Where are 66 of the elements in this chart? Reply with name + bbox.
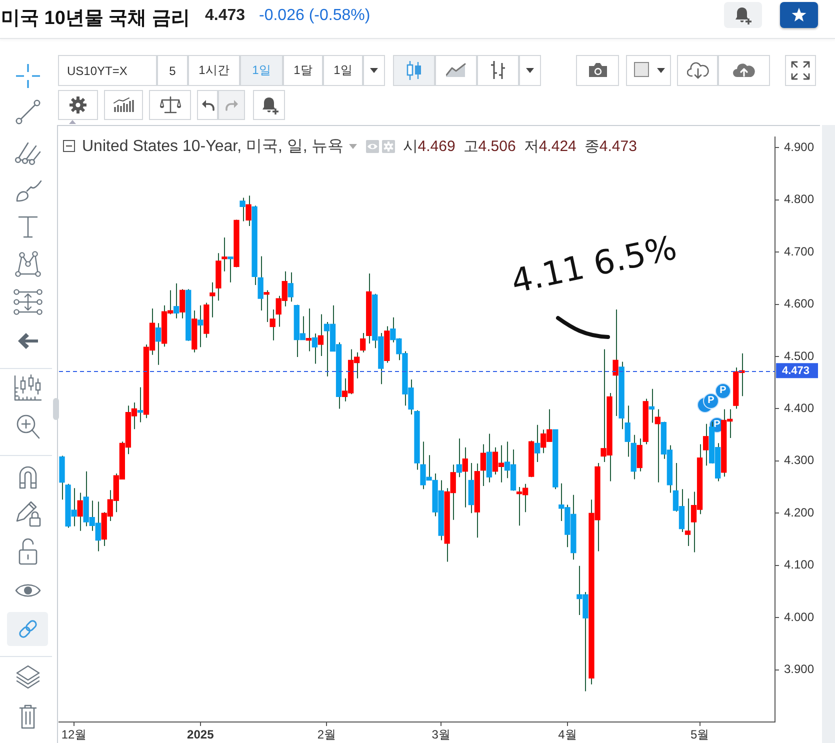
text: -0.026 (-0.58%) (259, 7, 370, 25)
ref-line-label: 4.473 (782, 365, 810, 378)
candlestick (180, 288, 186, 319)
y-tick-label: 4.600 (784, 296, 814, 311)
candlestick (702, 423, 709, 466)
toolbar-button: 1시간 (188, 55, 240, 86)
y-tick-label: 4.400 (784, 401, 814, 416)
toolbar-button: 1일 (323, 55, 363, 86)
x-tick-label: 2025 (187, 728, 214, 742)
annotation: 시4.469 (402, 136, 456, 156)
x-tick-label: 2월 (317, 728, 336, 742)
candlestick (174, 282, 180, 319)
annotation: 고4.506 (463, 136, 516, 156)
annotation: P (720, 385, 726, 396)
candlestick (360, 332, 366, 353)
text: 4.473 (205, 7, 246, 25)
annotation: 종4.473 (584, 136, 637, 156)
x-tick-label: 12월 (61, 728, 87, 742)
y-tick-label: 4.500 (784, 348, 814, 363)
annotation: 4.11 6.5% (508, 228, 680, 302)
candlestick (77, 492, 83, 532)
candlestick (312, 333, 318, 364)
candlestick (240, 197, 246, 222)
candlestick (318, 314, 324, 356)
toolbar-button: 1달 (283, 55, 323, 86)
y-tick-label: 4.000 (784, 610, 814, 624)
candlestick (155, 322, 162, 366)
toolbar-button: 1일 (240, 55, 283, 86)
pin-badge: P (703, 393, 719, 409)
x-tick-label: 5월 (690, 728, 710, 742)
annotation: 저4.424 (524, 136, 576, 156)
pin-badge: P (715, 383, 731, 399)
y-tick-label: 4.800 (784, 192, 814, 206)
symbol-field: US10YT=X (58, 55, 157, 86)
candlestick (288, 272, 294, 302)
candlestick (222, 236, 228, 272)
candlestick (684, 498, 691, 547)
annotation: P (708, 395, 714, 406)
y-tick-label: 3.900 (784, 662, 814, 676)
annotation: P (714, 419, 720, 430)
candlestick (198, 304, 204, 348)
candlestick (264, 290, 270, 323)
candlestick (612, 309, 618, 417)
x-tick-label: 3월 (432, 728, 450, 742)
y-tick-label: 4.100 (784, 558, 814, 572)
chart-title: 미국 10년물 국채 금리 (1, 7, 190, 31)
candlestick (456, 438, 462, 478)
toolbar-button: 5 (157, 55, 188, 86)
candlestick (228, 256, 234, 283)
candlestick (636, 438, 642, 472)
candlestick (480, 444, 486, 486)
y-tick-label: 4.700 (784, 244, 814, 258)
y-tick-label: 4.300 (784, 453, 814, 468)
candlestick (246, 195, 252, 226)
candlestick (654, 408, 661, 483)
x-tick-label: 4월 (558, 728, 577, 742)
candlestick (306, 308, 312, 352)
candlestick (624, 405, 630, 458)
candlestick (270, 309, 276, 341)
candlestick (210, 282, 216, 318)
candlestick (137, 386, 144, 423)
y-tick-label: 4.900 (784, 140, 814, 154)
y-tick-label: 4.200 (784, 505, 814, 520)
candlestick (534, 424, 540, 462)
chart-subtitle: United States 10-Year, 미국, 일, 뉴욕 (82, 136, 344, 156)
candlestick (462, 446, 468, 508)
